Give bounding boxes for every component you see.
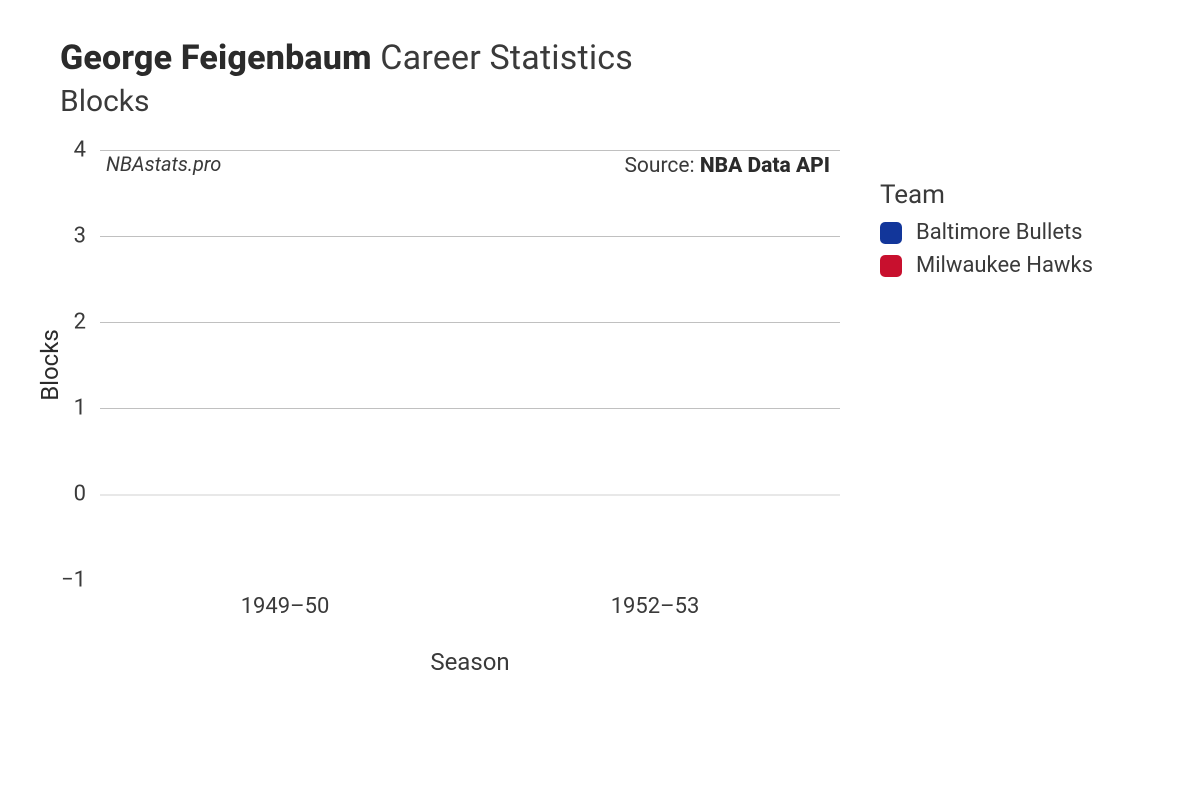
source-attribution: Source: NBA Data API	[624, 154, 830, 178]
legend-label: Baltimore Bullets	[916, 220, 1083, 245]
chart-container: George Feigenbaum Career Statistics Bloc…	[0, 0, 1200, 800]
x-tick-label: 1949–50	[241, 594, 330, 619]
gridline	[100, 322, 840, 323]
x-axis-label: Season	[430, 648, 509, 676]
gridline	[100, 494, 840, 496]
legend-item: Milwaukee Hawks	[880, 253, 1093, 278]
y-tick-label: 2	[26, 310, 86, 335]
title-bold: George Feigenbaum	[60, 38, 372, 78]
gridline	[100, 150, 840, 151]
source-prefix: Source:	[624, 154, 699, 178]
gridline	[100, 408, 840, 409]
plot-area: Blocks Season NBAstats.pro Source: NBA D…	[100, 150, 840, 580]
legend: Team Baltimore Bullets Milwaukee Hawks	[880, 180, 1093, 286]
source-name: NBA Data API	[700, 154, 830, 178]
y-axis-label: Blocks	[36, 329, 64, 401]
legend-swatch	[880, 222, 902, 244]
legend-swatch	[880, 255, 902, 277]
title-rest: Career Statistics	[372, 38, 633, 78]
watermark-text: NBAstats.pro	[106, 152, 221, 176]
y-tick-label: −1	[26, 568, 86, 593]
x-tick-label: 1952–53	[611, 594, 700, 619]
gridline	[100, 236, 840, 237]
page-title: George Feigenbaum Career Statistics	[60, 38, 633, 78]
legend-item: Baltimore Bullets	[880, 220, 1093, 245]
y-tick-label: 0	[26, 482, 86, 507]
y-tick-label: 3	[26, 224, 86, 249]
chart-subtitle: Blocks	[60, 84, 150, 119]
y-tick-label: 4	[26, 138, 86, 163]
legend-label: Milwaukee Hawks	[916, 253, 1093, 278]
legend-title: Team	[880, 180, 1093, 210]
y-tick-label: 1	[26, 396, 86, 421]
